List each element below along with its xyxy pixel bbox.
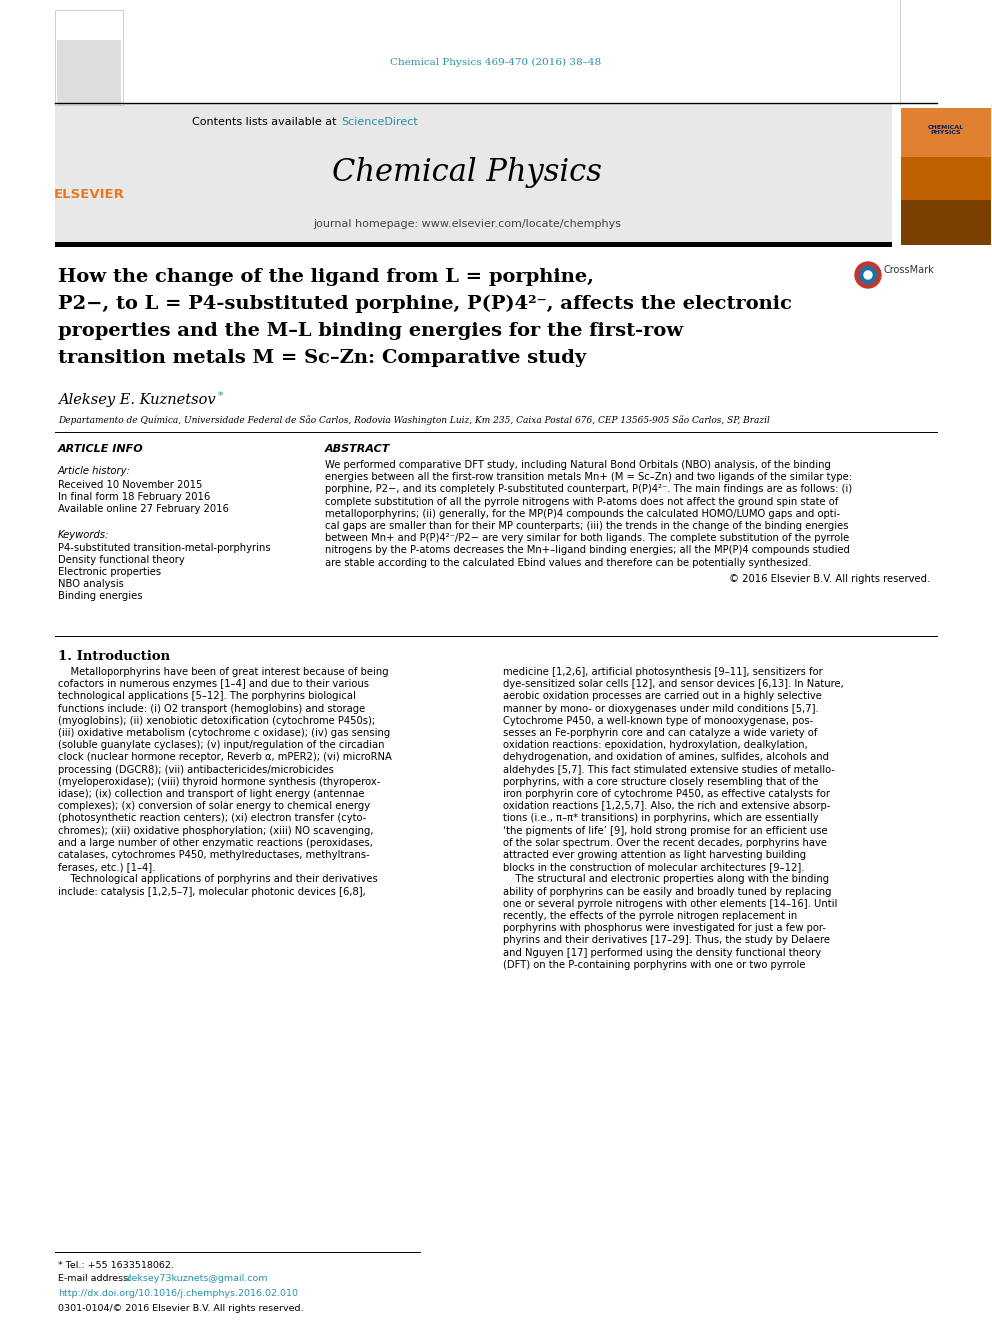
Text: (DFT) on the P-containing porphyrins with one or two pyrrole: (DFT) on the P-containing porphyrins wit… [503, 959, 806, 970]
Text: E-mail address:: E-mail address: [58, 1274, 134, 1283]
Text: © 2016 Elsevier B.V. All rights reserved.: © 2016 Elsevier B.V. All rights reserved… [729, 574, 930, 583]
Text: metalloporphyrins; (ii) generally, for the MP(P)4 compounds the calculated HOMO/: metalloporphyrins; (ii) generally, for t… [325, 509, 840, 519]
Text: (soluble guanylate cyclases); (v) input/regulation of the circadian: (soluble guanylate cyclases); (v) input/… [58, 740, 385, 750]
Text: CHEMICAL
PHYSICS: CHEMICAL PHYSICS [928, 124, 964, 135]
Text: 0301-0104/© 2016 Elsevier B.V. All rights reserved.: 0301-0104/© 2016 Elsevier B.V. All right… [58, 1304, 304, 1312]
Text: Available online 27 February 2016: Available online 27 February 2016 [58, 504, 229, 515]
Text: porphyrins, with a core structure closely resembling that of the: porphyrins, with a core structure closel… [503, 777, 818, 787]
Text: Departamento de Química, Universidade Federal de São Carlos, Rodovia Washington : Departamento de Química, Universidade Fe… [58, 415, 770, 425]
Text: are stable according to the calculated Ebind values and therefore can be potenti: are stable according to the calculated E… [325, 557, 811, 568]
Text: ability of porphyrins can be easily and broadly tuned by replacing: ability of porphyrins can be easily and … [503, 886, 831, 897]
Text: functions include: (i) O2 transport (hemoglobins) and storage: functions include: (i) O2 transport (hem… [58, 704, 365, 713]
Text: transition metals M = Sc–Zn: Comparative study: transition metals M = Sc–Zn: Comparative… [58, 349, 586, 366]
Text: Article history:: Article history: [58, 466, 131, 476]
Text: In final form 18 February 2016: In final form 18 February 2016 [58, 492, 210, 501]
Text: How the change of the ligand from L = porphine,: How the change of the ligand from L = po… [58, 269, 594, 286]
Text: technological applications [5–12]. The porphyrins biological: technological applications [5–12]. The p… [58, 692, 356, 701]
Text: aerobic oxidation processes are carried out in a highly selective: aerobic oxidation processes are carried … [503, 692, 822, 701]
Circle shape [859, 266, 877, 283]
Text: ‘the pigments of life’ [9], hold strong promise for an efficient use: ‘the pigments of life’ [9], hold strong … [503, 826, 827, 836]
Text: Aleksey E. Kuznetsov: Aleksey E. Kuznetsov [58, 393, 215, 407]
Text: between Mn+ and P(P)4²⁻/P2− are very similar for both ligands. The complete subs: between Mn+ and P(P)4²⁻/P2− are very sim… [325, 533, 849, 544]
Text: phyrins and their derivatives [17–29]. Thus, the study by Delaere: phyrins and their derivatives [17–29]. T… [503, 935, 830, 946]
Text: (photosynthetic reaction centers); (xi) electron transfer (cyto-: (photosynthetic reaction centers); (xi) … [58, 814, 366, 823]
Bar [901, 108, 991, 157]
Text: properties and the M–L binding energies for the first-row: properties and the M–L binding energies … [58, 321, 683, 340]
Text: Technological applications of porphyrins and their derivatives: Technological applications of porphyrins… [58, 875, 378, 884]
Text: NBO analysis: NBO analysis [58, 579, 124, 589]
Text: and Nguyen [17] performed using the density functional theory: and Nguyen [17] performed using the dens… [503, 947, 821, 958]
Text: recently, the effects of the pyrrole nitrogen replacement in: recently, the effects of the pyrrole nit… [503, 912, 798, 921]
Text: of the solar spectrum. Over the recent decades, porphyrins have: of the solar spectrum. Over the recent d… [503, 837, 827, 848]
Text: Binding energies: Binding energies [58, 591, 143, 601]
Bar [55, 11, 123, 105]
Bar [55, 103, 892, 243]
Text: 1. Introduction: 1. Introduction [58, 650, 170, 663]
Text: complexes); (x) conversion of solar energy to chemical energy: complexes); (x) conversion of solar ener… [58, 802, 370, 811]
Bar [901, 157, 991, 245]
Text: aldehydes [5,7]. This fact stimulated extensive studies of metallo-: aldehydes [5,7]. This fact stimulated ex… [503, 765, 835, 774]
Text: (iii) oxidative metabolism (cytochrome c oxidase); (iv) gas sensing: (iii) oxidative metabolism (cytochrome c… [58, 728, 390, 738]
Text: * Tel.: +55 1633518062.: * Tel.: +55 1633518062. [58, 1261, 174, 1270]
Text: aleksey73kuznets@gmail.com: aleksey73kuznets@gmail.com [123, 1274, 268, 1283]
Text: porphine, P2−, and its completely P-substituted counterpart, P(P)4²⁻. The main f: porphine, P2−, and its completely P-subs… [325, 484, 852, 495]
Text: Electronic properties: Electronic properties [58, 568, 161, 577]
Text: cal gaps are smaller than for their MP counterparts; (iii) the trends in the cha: cal gaps are smaller than for their MP c… [325, 521, 848, 531]
Text: ScienceDirect: ScienceDirect [341, 116, 418, 127]
Text: complete substitution of all the pyrrole nitrogens with P-atoms does not affect : complete substitution of all the pyrrole… [325, 496, 838, 507]
Text: Received 10 November 2015: Received 10 November 2015 [58, 480, 202, 490]
Text: one or several pyrrole nitrogens with other elements [14–16]. Until: one or several pyrrole nitrogens with ot… [503, 898, 837, 909]
Text: chromes); (xii) oxidative phosphorylation; (xiii) NO scavenging,: chromes); (xii) oxidative phosphorylatio… [58, 826, 374, 836]
Text: journal homepage: www.elsevier.com/locate/chemphys: journal homepage: www.elsevier.com/locat… [313, 220, 621, 229]
Text: Keywords:: Keywords: [58, 531, 109, 540]
Text: nitrogens by the P-atoms decreases the Mn+–ligand binding energies; all the MP(P: nitrogens by the P-atoms decreases the M… [325, 545, 850, 556]
Text: catalases, cytochromes P450, methylreductases, methyltrans-: catalases, cytochromes P450, methylreduc… [58, 849, 370, 860]
Text: ABSTRACT: ABSTRACT [325, 445, 391, 454]
Text: tions (i.e., π–π* transitions) in porphyrins, which are essentially: tions (i.e., π–π* transitions) in porphy… [503, 814, 818, 823]
Text: dehydrogenation, and oxidation of amines, sulfides, alcohols and: dehydrogenation, and oxidation of amines… [503, 753, 829, 762]
Circle shape [855, 262, 881, 288]
Bar [900, 0, 992, 105]
Bar [57, 40, 121, 105]
Text: Chemical Physics 469-470 (2016) 38–48: Chemical Physics 469-470 (2016) 38–48 [391, 57, 601, 66]
Text: idase); (ix) collection and transport of light energy (antennae: idase); (ix) collection and transport of… [58, 789, 364, 799]
Text: iron porphyrin core of cytochrome P450, as effective catalysts for: iron porphyrin core of cytochrome P450, … [503, 789, 830, 799]
Text: Metalloporphyrins have been of great interest because of being: Metalloporphyrins have been of great int… [58, 667, 389, 677]
Text: Chemical Physics: Chemical Physics [332, 156, 602, 188]
Text: oxidation reactions: epoxidation, hydroxylation, dealkylation,: oxidation reactions: epoxidation, hydrox… [503, 740, 807, 750]
Text: CrossMark: CrossMark [884, 265, 934, 275]
Text: cofactors in numerous enzymes [1–4] and due to their various: cofactors in numerous enzymes [1–4] and … [58, 679, 369, 689]
Text: dye-sensitized solar cells [12], and sensor devices [6,13]. In Nature,: dye-sensitized solar cells [12], and sen… [503, 679, 844, 689]
Text: Cytochrome P450, a well-known type of monooxygenase, pos-: Cytochrome P450, a well-known type of mo… [503, 716, 813, 726]
Text: The structural and electronic properties along with the binding: The structural and electronic properties… [503, 875, 829, 884]
Text: blocks in the construction of molecular architectures [9–12].: blocks in the construction of molecular … [503, 863, 805, 872]
Text: porphyrins with phosphorus were investigated for just a few por-: porphyrins with phosphorus were investig… [503, 923, 826, 933]
Bar [55, 242, 892, 247]
Text: We performed comparative DFT study, including Natural Bond Orbitals (NBO) analys: We performed comparative DFT study, incl… [325, 460, 831, 470]
Text: include: catalysis [1,2,5–7], molecular photonic devices [6,8],: include: catalysis [1,2,5–7], molecular … [58, 886, 366, 897]
Text: clock (nuclear hormone receptor, Reverb α, mPER2); (vi) microRNA: clock (nuclear hormone receptor, Reverb … [58, 753, 392, 762]
Text: processing (DGCR8); (vii) antibactericides/microbicides: processing (DGCR8); (vii) antibactericid… [58, 765, 334, 774]
Text: ARTICLE INFO: ARTICLE INFO [58, 445, 144, 454]
Text: (myoglobins); (ii) xenobiotic detoxification (cytochrome P450s);: (myoglobins); (ii) xenobiotic detoxifica… [58, 716, 375, 726]
Text: manner by mono- or dioxygenases under mild conditions [5,7].: manner by mono- or dioxygenases under mi… [503, 704, 818, 713]
Text: energies between all the first-row transition metals Mn+ (M = Sc–Zn) and two lig: energies between all the first-row trans… [325, 472, 852, 482]
Text: Contents lists available at: Contents lists available at [192, 116, 340, 127]
Text: oxidation reactions [1,2,5,7]. Also, the rich and extensive absorp-: oxidation reactions [1,2,5,7]. Also, the… [503, 802, 830, 811]
Text: attracted ever growing attention as light harvesting building: attracted ever growing attention as ligh… [503, 849, 806, 860]
Text: P2−, to L = P4-substituted porphine, P(P)4²⁻, affects the electronic: P2−, to L = P4-substituted porphine, P(P… [58, 295, 792, 314]
Circle shape [864, 271, 872, 279]
Text: and a large number of other enzymatic reactions (peroxidases,: and a large number of other enzymatic re… [58, 837, 373, 848]
Text: medicine [1,2,6], artificial photosynthesis [9–11], sensitizers for: medicine [1,2,6], artificial photosynthe… [503, 667, 822, 677]
Text: http://dx.doi.org/10.1016/j.chemphys.2016.02.010: http://dx.doi.org/10.1016/j.chemphys.201… [58, 1289, 298, 1298]
Text: *: * [218, 392, 223, 401]
Bar [901, 155, 991, 200]
Text: ferases, etc.) [1–4].: ferases, etc.) [1–4]. [58, 863, 156, 872]
Text: sesses an Fe-porphyrin core and can catalyze a wide variety of: sesses an Fe-porphyrin core and can cata… [503, 728, 817, 738]
Text: ELSEVIER: ELSEVIER [54, 188, 124, 201]
Text: Density functional theory: Density functional theory [58, 556, 185, 565]
Text: P4-substituted transition-metal-porphyrins: P4-substituted transition-metal-porphyri… [58, 542, 271, 553]
Text: (myeloperoxidase); (viii) thyroid hormone synthesis (thyroperox-: (myeloperoxidase); (viii) thyroid hormon… [58, 777, 380, 787]
Bar [901, 60, 991, 108]
